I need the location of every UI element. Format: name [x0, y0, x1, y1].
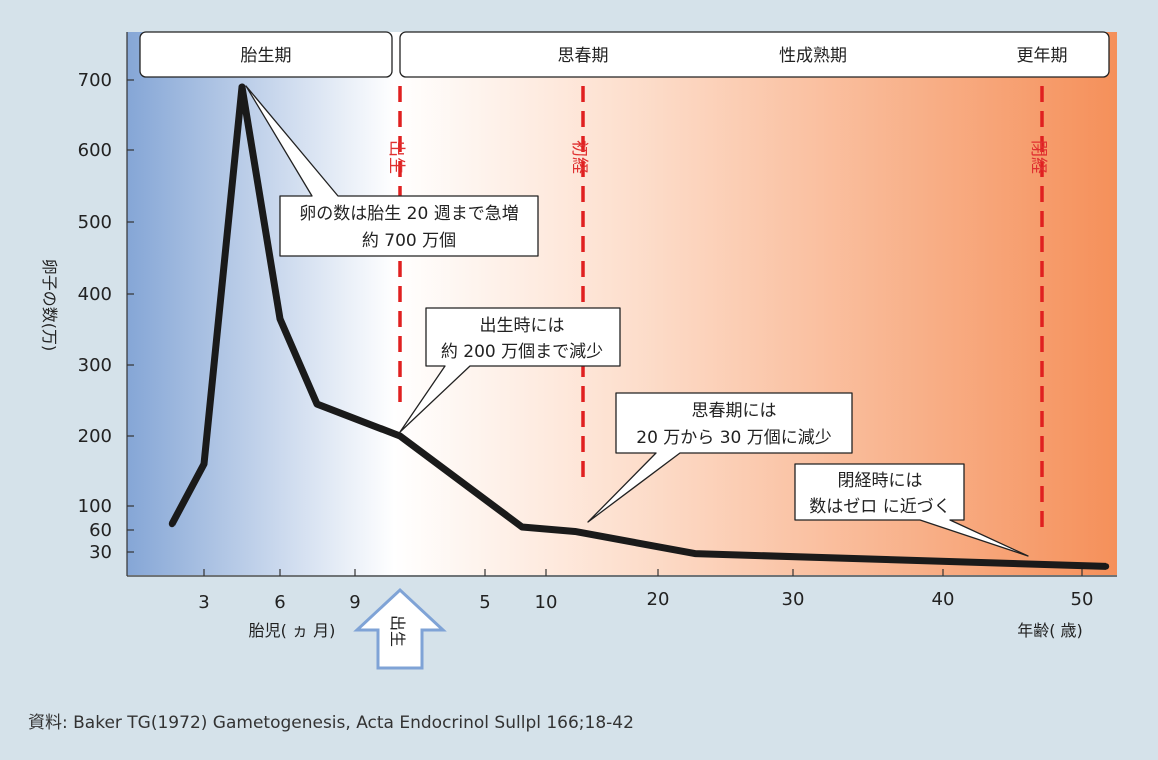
x-axis-title-age: 年齢( 歳): [1017, 621, 1083, 640]
callout-text: 卵の数は胎生 20 週まで急増: [299, 204, 518, 224]
x-tick-label-fetal: 9: [349, 592, 360, 613]
callout-text: 約 700 万個: [362, 231, 456, 251]
series-layer: [168, 83, 1110, 570]
y-tick-label: 60: [89, 520, 112, 541]
event-label: 出生: [386, 140, 406, 174]
x-tick-label-age: 20: [647, 589, 670, 610]
birth-arrow: 出生: [353, 587, 447, 670]
y-tick-label: 100: [78, 496, 112, 517]
y-tick-label: 600: [78, 140, 112, 161]
callout-text: 出生時には: [480, 316, 565, 336]
phase-banner-fetal: [139, 31, 393, 78]
y-tick-label: 500: [78, 212, 112, 233]
birth-arrow-label: 出生: [388, 615, 407, 647]
callout-4: 閉経時には 数はゼロ に近づく: [794, 463, 1029, 557]
x-tick-label-fetal: 6: [274, 592, 285, 613]
y-tick-label: 200: [78, 426, 112, 447]
callout-3: 思春期には 20 万から 30 万個に減少: [587, 392, 853, 523]
callout-text: 数はゼロ に近づく: [809, 497, 950, 517]
x-tick-label-fetal: 3: [198, 592, 209, 613]
data-point: [396, 432, 404, 440]
x-tick-label-age: 5: [479, 592, 490, 613]
phase-label: 思春期: [558, 46, 609, 66]
callout-text: 約 200 万個まで減少: [441, 342, 603, 362]
y-tick-label: 30: [89, 542, 112, 563]
data-point: [200, 460, 208, 468]
callout-text: 20 万から 30 万個に減少: [636, 428, 831, 448]
data-point: [168, 520, 176, 528]
event-labels: 出生 初経 閉経: [386, 140, 1048, 174]
event-label: 初経: [569, 140, 589, 174]
x-tick-label-age: 30: [782, 589, 805, 610]
source-citation: 資料: Baker TG(1972) Gametogenesis, Acta E…: [28, 713, 634, 733]
data-point: [238, 83, 246, 91]
data-point: [518, 523, 526, 531]
y-tick-label: 700: [78, 70, 112, 91]
x-tick-label-age: 10: [535, 592, 558, 613]
callout-text: 思春期には: [692, 401, 777, 421]
y-axis-title: 卵子の数(万): [40, 259, 59, 352]
phase-banners: 胎生期 思春期 性成熟期 更年期: [139, 31, 1110, 78]
x-axis-title-fetal: 胎児( ヵ 月): [249, 621, 336, 640]
data-point: [571, 528, 579, 535]
series-line: [168, 83, 1107, 570]
x-tick-label-age: 50: [1071, 589, 1094, 610]
y-tick-labels: 700 600 500 400 300 200 100 60 30: [78, 70, 112, 563]
data-point: [276, 315, 284, 323]
data-point: [1102, 563, 1110, 570]
phase-label: 胎生期: [241, 46, 292, 66]
phase-label: 性成熟期: [779, 45, 847, 66]
x-tick-marks: [203, 569, 1083, 576]
data-point: [691, 550, 699, 557]
y-tick-label: 300: [78, 355, 112, 376]
x-tick-label-age: 40: [932, 589, 955, 610]
data-point: [313, 400, 321, 408]
y-tick-label: 400: [78, 284, 112, 305]
y-tick-marks: [127, 79, 134, 553]
callout-1: 卵の数は胎生 20 週まで急増 約 700 万個: [245, 85, 539, 257]
phase-banner-post: [399, 31, 1110, 78]
x-tick-labels: 3 6 9 5 10 20 30 40 50: [198, 589, 1093, 613]
callout-text: 閉経時には: [838, 471, 923, 491]
event-label: 閉経: [1028, 140, 1048, 174]
callout-2: 出生時には 約 200 万個まで減少: [399, 307, 621, 433]
phase-label: 更年期: [1017, 46, 1068, 66]
